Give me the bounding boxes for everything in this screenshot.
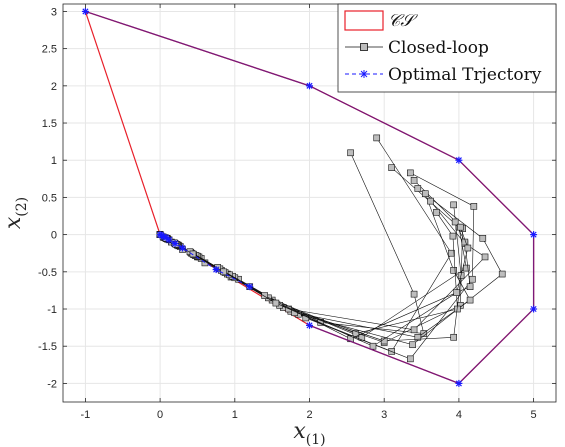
optimal-point <box>246 283 254 291</box>
closed-loop-point <box>358 333 366 341</box>
x-tick-label: 1 <box>232 409 238 421</box>
closed-loop-point <box>470 203 478 210</box>
closed-loop-point <box>433 208 440 216</box>
optimal-trajectory <box>81 7 538 387</box>
optimal-point <box>165 236 173 244</box>
closed-loop-trajectories <box>156 134 506 363</box>
closed-loop-point <box>409 341 416 349</box>
closed-loop-point <box>410 177 418 184</box>
closed-loop-point <box>453 289 460 296</box>
closed-loop-line <box>159 204 462 342</box>
closed-loop-point <box>463 264 470 272</box>
optimal-point <box>179 244 187 252</box>
tick-labels: -1 0 1 2 3 4 5 -2 -1.5 -1 -0.5 0 0.5 1 1.5 2 2.5 3 <box>38 6 537 421</box>
y-tick-label: -2 <box>47 378 57 390</box>
y-tick-label: 2.5 <box>42 44 57 56</box>
closed-loop-point <box>481 253 489 261</box>
closed-loop-point <box>347 149 354 157</box>
closed-loop-point <box>464 244 472 252</box>
closed-loop-point <box>466 296 474 304</box>
closed-loop-point <box>451 218 459 226</box>
closed-loop-point <box>369 342 377 350</box>
closed-loop-point <box>407 355 414 363</box>
y-tick-label: 0 <box>51 230 57 242</box>
legend-optimal-label: Optimal Trjectory <box>388 65 542 85</box>
closed-loop-point <box>421 190 429 198</box>
closed-loop-point <box>261 292 268 299</box>
closed-loop-point <box>479 235 487 242</box>
x-axis-label: x(1) <box>293 419 325 447</box>
closed-loop-point <box>407 169 414 177</box>
closed-loop-point <box>457 223 464 231</box>
x-tick-label: 5 <box>531 409 537 421</box>
y-tick-label: 3 <box>51 6 57 18</box>
closed-loop-point <box>272 299 280 307</box>
boundary-vertex-point <box>530 305 538 313</box>
closed-loop-line <box>159 221 471 340</box>
y-tick-label: -1.5 <box>38 341 57 353</box>
y-tick-label: -0.5 <box>38 267 57 279</box>
y-axis-label-main: x <box>1 216 26 229</box>
closed-loop-point <box>414 185 422 192</box>
closed-loop-point <box>450 267 457 274</box>
boundary-vertex-point <box>306 82 313 90</box>
closed-loop-line <box>159 167 467 338</box>
legend-cs-label: 𝒞𝒮 <box>388 11 418 31</box>
x-axis-label-main: x <box>293 419 306 444</box>
optimal-point <box>171 240 179 248</box>
boundary-vertex-point <box>306 321 313 329</box>
legend: 𝒞𝒮 Closed-loop Optimal Trjectory <box>337 3 557 93</box>
legend-cs-swatch <box>344 10 384 31</box>
closed-loop-point <box>427 197 434 205</box>
closed-loop-point <box>469 275 476 283</box>
optimal-point <box>212 266 220 274</box>
closed-loop-point <box>498 270 506 278</box>
legend-closed-loop-label: Closed-loop <box>388 38 489 58</box>
x-tick-label: 0 <box>157 409 163 421</box>
y-axis-label-sub: (2) <box>14 197 30 217</box>
legend-box <box>337 3 557 93</box>
y-axis-label: x(2) <box>1 197 30 229</box>
closed-loop-point <box>410 326 418 334</box>
closed-loop-point <box>414 333 422 341</box>
closed-loop-point <box>448 249 455 257</box>
x-tick-label: 4 <box>456 409 462 421</box>
x-tick-label: -1 <box>81 409 91 421</box>
y-tick-label: 1 <box>51 155 57 167</box>
x-tick-label: 2 <box>306 409 312 421</box>
closed-loop-point <box>410 290 418 298</box>
closed-loop-line <box>159 227 469 347</box>
y-tick-label: -1 <box>47 304 57 316</box>
x-tick-label: 3 <box>381 409 387 421</box>
boundary-vertex-point <box>455 379 463 387</box>
closed-loop-point <box>450 333 457 341</box>
x-axis-label-sub: (1) <box>306 432 326 447</box>
boundary-vertex-point <box>81 7 89 15</box>
closed-loop-point <box>373 134 381 142</box>
closed-loop-point <box>388 164 395 171</box>
legend-optimal-marker <box>360 70 368 78</box>
boundary-vertex-point <box>530 231 538 239</box>
legend-closed-loop-marker <box>360 43 368 51</box>
closed-loop-point <box>189 250 197 258</box>
closed-loop-point <box>450 201 457 209</box>
y-tick-label: 0.5 <box>42 192 57 204</box>
closed-loop-point <box>449 232 457 240</box>
y-tick-label: 2 <box>51 81 57 93</box>
boundary-vertex-point <box>455 156 463 164</box>
closed-loop-point <box>466 283 474 290</box>
y-tick-label: 1.5 <box>42 118 57 130</box>
